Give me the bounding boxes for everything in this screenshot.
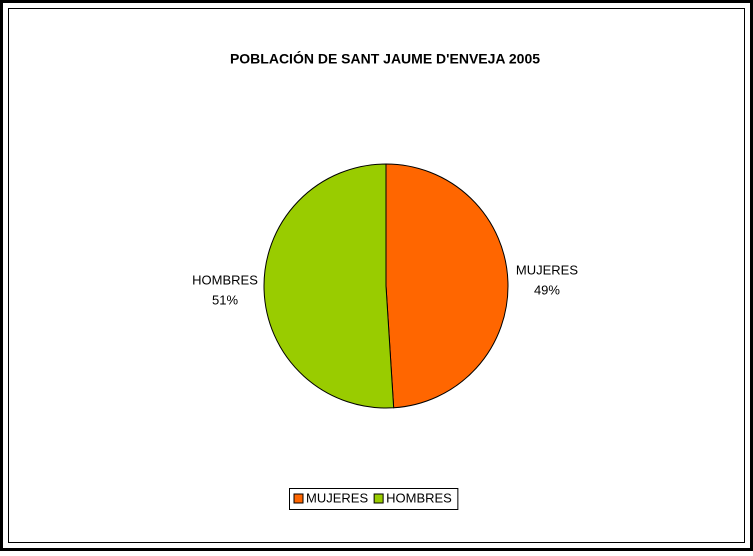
- slice-label: MUJERES: [516, 262, 578, 277]
- chart-title: POBLACIÓN DE SANT JAUME D'ENVEJA 2005: [230, 50, 540, 67]
- legend-swatch: [293, 493, 304, 504]
- legend-label: MUJERES: [306, 490, 368, 505]
- legend-swatch: [373, 493, 384, 504]
- value-label: 49%: [534, 282, 560, 297]
- slice-label: HOMBRES: [192, 272, 258, 287]
- plot-border: [8, 8, 745, 543]
- pie-slice: [385, 163, 509, 409]
- legend-label: HOMBRES: [386, 490, 452, 505]
- pie-slice: [263, 163, 395, 409]
- value-label: 51%: [212, 292, 238, 307]
